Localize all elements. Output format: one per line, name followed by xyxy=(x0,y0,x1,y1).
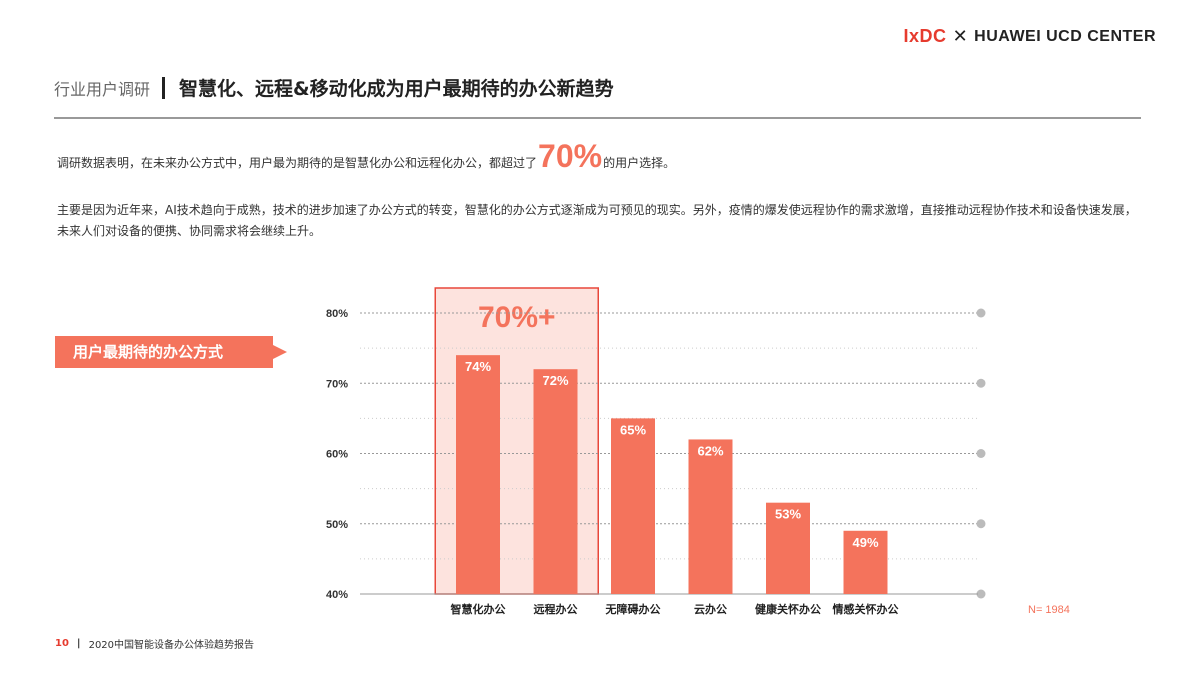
y-tick-label: 40% xyxy=(326,589,348,601)
y-tick-label: 60% xyxy=(326,449,348,461)
gridline-end-dot xyxy=(976,449,986,458)
gridline-end-dot xyxy=(976,308,986,318)
header-divider xyxy=(162,76,166,99)
sample-size-note: N= 1984 xyxy=(1028,604,1070,616)
ixdc-logo: IxDC xyxy=(903,26,947,46)
bar-value-label: 74% xyxy=(465,359,491,374)
y-tick-label: 80% xyxy=(326,308,348,320)
x-category-label: 健康关怀办公 xyxy=(755,602,821,616)
bar-value-label: 62% xyxy=(697,443,723,458)
section-label: 行业用户调研 xyxy=(54,79,151,99)
x-category-label: 情感关怀办公 xyxy=(833,602,899,616)
x-category-label: 智慧化办公 xyxy=(451,602,506,616)
bar xyxy=(611,418,655,594)
intro-paragraph: 调研数据表明，在未来办公方式中，用户最为期待的是智慧化办公和远程化办公，都超过了… xyxy=(57,138,675,175)
gridline-end-dot xyxy=(976,589,986,599)
bar xyxy=(688,439,733,594)
intro-after: 的用户选择。 xyxy=(603,156,676,170)
report-title: 2020中国智能设备办公体验趋势报告 xyxy=(88,640,255,651)
bar-value-label: 49% xyxy=(852,535,878,550)
bar xyxy=(533,369,578,594)
cross-icon: ✕ xyxy=(952,26,969,46)
body-paragraph: 主要是因为近年来，AI技术趋向于成熟，技术的进步加速了办公方式的转变，智慧化的办… xyxy=(57,203,1137,238)
intro-highlight: 70% xyxy=(538,138,603,174)
brand-logo: IxDC ✕ HUAWEI UCD CENTER xyxy=(904,26,1156,47)
x-category-label: 云办公 xyxy=(694,602,727,616)
footer-divider: | xyxy=(76,638,81,649)
highlight-label: 70%+ xyxy=(478,301,556,334)
page-title: 智慧化、远程&移动化成为用户最期待的办公新趋势 xyxy=(179,78,614,100)
partner-logo: HUAWEI UCD CENTER xyxy=(974,27,1156,45)
bar xyxy=(766,502,810,594)
page-footer: 10 | 2020中国智能设备办公体验趋势报告 xyxy=(55,636,254,651)
x-category-label: 无障碍办公 xyxy=(605,602,661,616)
x-category-label: 远程办公 xyxy=(534,602,578,616)
bar-value-label: 65% xyxy=(620,422,646,437)
page-header: 行业用户调研 智慧化、远程&移动化成为用户最期待的办公新趋势 xyxy=(54,74,614,101)
bar xyxy=(843,530,888,594)
bar-value-label: 53% xyxy=(775,507,801,522)
bar-value-label: 72% xyxy=(542,373,568,388)
header-rule xyxy=(54,117,1141,119)
page-number: 10 xyxy=(55,638,69,649)
intro-before: 调研数据表明，在未来办公方式中，用户最为期待的是智慧化办公和远程化办公，都超过了 xyxy=(57,156,538,170)
y-tick-label: 70% xyxy=(326,378,348,390)
y-tick-label: 50% xyxy=(326,519,348,531)
gridline-end-dot xyxy=(976,519,986,529)
gridline-end-dot xyxy=(976,378,986,388)
chart-tag: 用户最期待的办公方式 xyxy=(55,336,287,368)
bar xyxy=(456,355,500,594)
